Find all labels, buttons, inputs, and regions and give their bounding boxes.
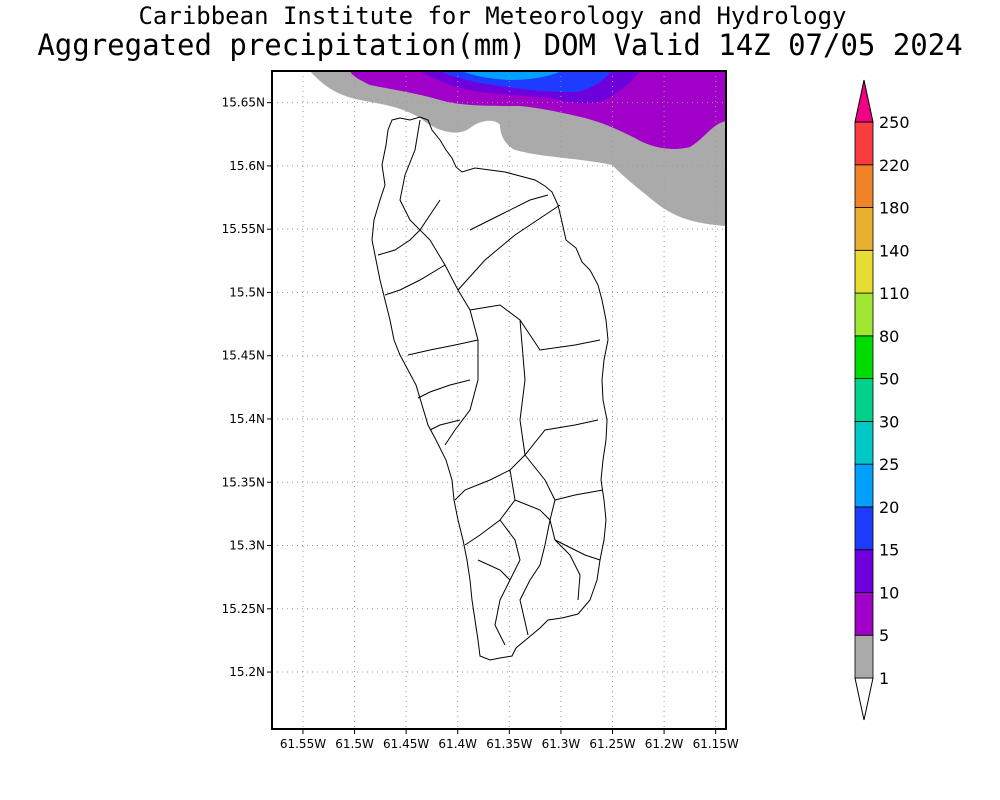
legend-label: 220 — [879, 156, 910, 175]
y-tick-label: 15.55N — [222, 222, 265, 236]
map-frame — [271, 70, 727, 730]
legend-swatch — [854, 249, 874, 294]
y-tick-label: 15.25N — [222, 602, 265, 616]
legend-label: 80 — [879, 327, 899, 346]
legend-swatch — [854, 463, 874, 508]
y-tick-label: 15.35N — [222, 475, 265, 489]
x-tick-label: 61.45W — [383, 737, 429, 751]
legend-label: 110 — [879, 284, 910, 303]
legend-label: 250 — [879, 113, 910, 132]
legend-label: 5 — [879, 626, 889, 645]
x-tick-label: 61.4W — [438, 737, 477, 751]
legend-swatch — [854, 378, 874, 422]
title-line-1: Caribbean Institute for Meteorology and … — [138, 2, 847, 30]
legend-label: 50 — [879, 370, 899, 389]
legend-swatch — [854, 549, 874, 593]
y-tick-label: 15.65N — [222, 96, 265, 110]
legend-swatch — [854, 506, 874, 551]
legend-swatch — [854, 121, 874, 166]
map-gridlines — [272, 71, 726, 729]
legend-swatch — [854, 335, 874, 380]
x-tick-label: 61.35W — [486, 737, 532, 751]
y-tick-label: 15.3N — [229, 539, 265, 553]
legend-label: 140 — [879, 241, 910, 260]
legend-top-arrow — [854, 79, 874, 123]
legend-swatch — [854, 164, 874, 208]
y-tick-label: 15.6N — [229, 159, 265, 173]
precip-band-5-10mm — [350, 71, 726, 149]
legend-swatch — [854, 420, 874, 465]
x-tick-label: 61.5W — [335, 737, 374, 751]
x-tick-label: 61.2W — [645, 737, 684, 751]
island-outline — [371, 116, 609, 661]
legend-swatch — [854, 207, 874, 251]
legend-label: 20 — [879, 498, 899, 517]
y-tick-label: 15.45N — [222, 349, 265, 363]
precipitation-field — [310, 71, 726, 226]
x-tick-label: 61.3W — [542, 737, 581, 751]
legend-label: 1 — [879, 669, 889, 688]
legend-swatch — [854, 634, 874, 679]
x-tick-label: 61.25W — [589, 737, 635, 751]
legend-bottom-arrow — [854, 677, 874, 721]
legend-label: 180 — [879, 199, 910, 218]
precip-band-20-25mm — [462, 71, 562, 80]
legend-swatch — [854, 592, 874, 636]
legend-swatch — [854, 292, 874, 337]
y-tick-label: 15.5N — [229, 285, 265, 299]
title-line-2: Aggregated precipitation(mm) DOM Valid 1… — [37, 28, 963, 62]
axis-ticks: 61.55W 61.5W 61.45W 61.4W 61.35W 61.3W 61.25W 6… — [222, 96, 739, 751]
x-tick-label: 61.55W — [280, 737, 326, 751]
y-tick-label: 15.4N — [229, 412, 265, 426]
legend-label: 30 — [879, 412, 899, 431]
legend-label: 10 — [879, 583, 899, 602]
y-tick-label: 15.2N — [229, 665, 265, 679]
x-tick-label: 61.15W — [693, 737, 739, 751]
legend-label: 25 — [879, 455, 899, 474]
legend-label: 15 — [879, 541, 899, 560]
